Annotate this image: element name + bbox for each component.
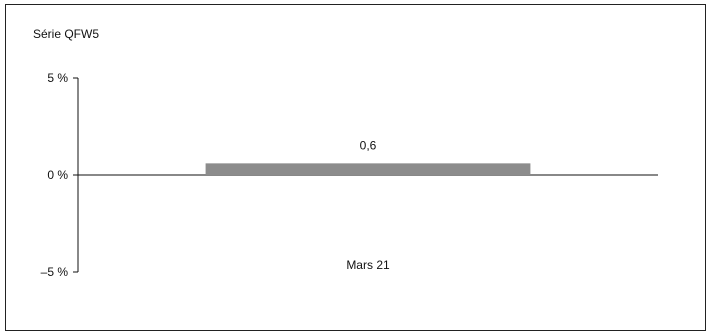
y-tick-label: 5 % xyxy=(47,71,68,85)
category-labels: Mars 21 xyxy=(346,258,390,272)
y-axis: 5 % 0 % –5 % xyxy=(41,71,79,279)
y-tick-label: 0 % xyxy=(47,168,68,182)
chart-title: Série QFW5 xyxy=(33,27,99,41)
category-label: Mars 21 xyxy=(346,258,390,272)
bars xyxy=(205,163,531,175)
data-label: 0,6 xyxy=(360,138,377,152)
bar xyxy=(205,163,531,175)
y-tick-label: –5 % xyxy=(41,265,69,279)
data-labels: 0,6 xyxy=(360,138,377,152)
